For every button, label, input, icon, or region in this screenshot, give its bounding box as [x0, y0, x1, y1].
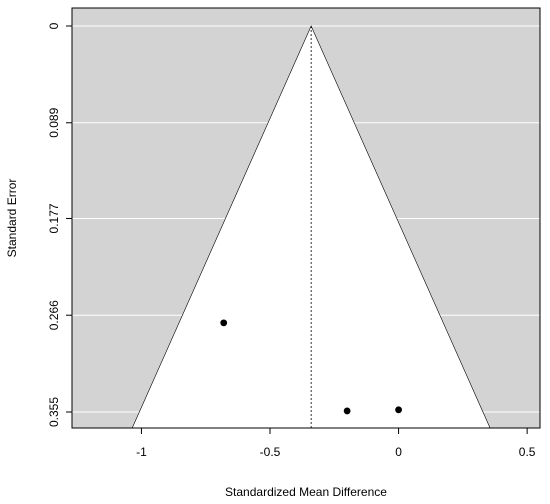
- y-axis: 0 0.089 0.177 0.266 0.355: [47, 22, 73, 427]
- y-tick-label: 0.177: [47, 203, 61, 233]
- x-tick-label: -1: [136, 445, 147, 459]
- data-point: [220, 319, 228, 327]
- x-axis-title: Standardized Mean Difference: [225, 485, 387, 499]
- y-tick-label: 0.266: [47, 300, 61, 330]
- x-tick-label: 0: [395, 445, 402, 459]
- y-tick-label: 0.355: [47, 397, 61, 427]
- x-axis: -1 -0.5 0 0.5: [136, 427, 536, 459]
- data-point: [343, 407, 351, 415]
- y-axis-title: Standard Error: [5, 179, 19, 258]
- data-point: [395, 406, 402, 414]
- x-tick-label: 0.5: [519, 445, 536, 459]
- data-points: [220, 319, 402, 415]
- y-tick-label: 0.089: [47, 107, 61, 137]
- x-tick-label: -0.5: [260, 445, 281, 459]
- y-tick-label: 0: [47, 22, 61, 29]
